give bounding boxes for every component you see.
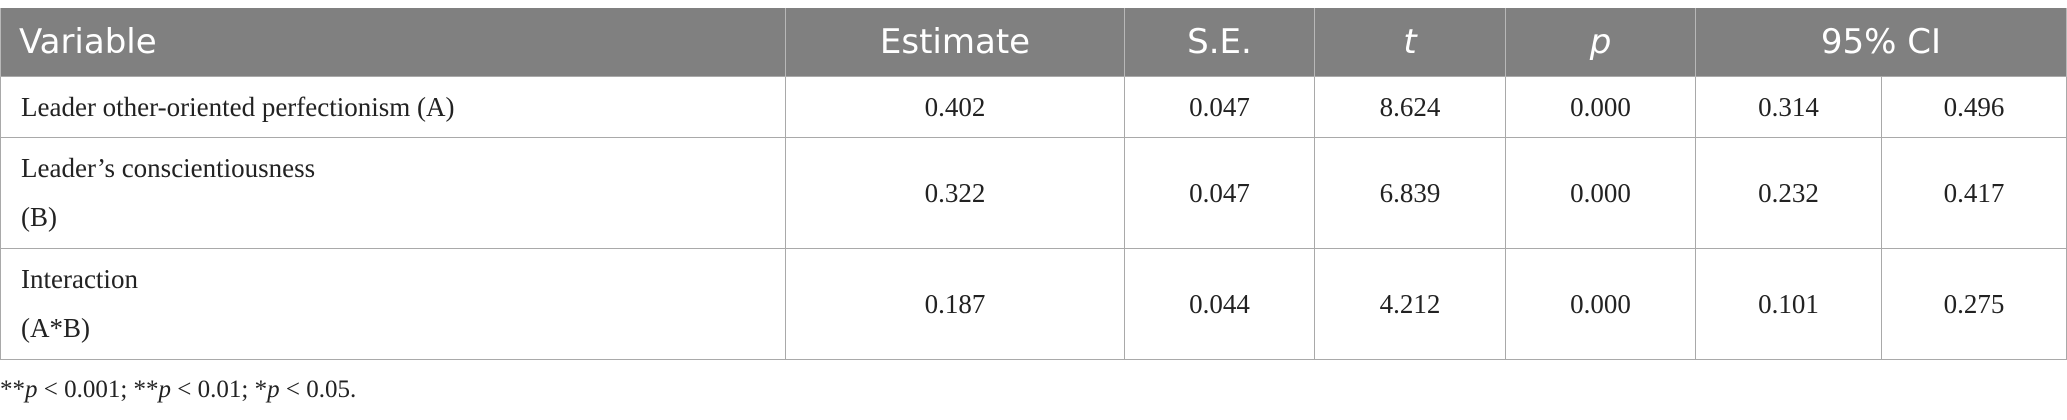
ci-low-cell: 0.232 — [1695, 137, 1882, 249]
p-cell: 0.000 — [1505, 137, 1696, 249]
se-cell: 0.047 — [1124, 137, 1315, 249]
table-header-row: Variable Estimate S.E. t p 95% CI — [0, 8, 2067, 77]
significance-footnote: **p < 0.001; **p < 0.01; *p < 0.05. — [0, 376, 356, 404]
estimate-cell: 0.322 — [785, 137, 1125, 249]
row-variable-cell: Leader’s conscientiousness (B) — [0, 137, 786, 249]
footnote-part: p — [25, 376, 38, 403]
p-cell: 0.000 — [1505, 76, 1696, 138]
variable-label-line: Leader’s conscientiousness — [21, 153, 316, 183]
ci-low-cell: 0.101 — [1695, 248, 1882, 360]
table-row: Interaction (A*B) 0.187 0.044 4.212 0.00… — [0, 248, 2067, 360]
header-estimate: Estimate — [785, 8, 1125, 77]
footnote-part: < 0.05. — [279, 376, 357, 403]
row-variable-cell: Leader other-oriented perfectionism (A) — [0, 76, 786, 138]
variable-label-line: Leader other-oriented perfectionism (A) — [21, 91, 455, 122]
footnote-part: p — [267, 376, 280, 403]
table-row: Leader’s conscientiousness (B) 0.322 0.0… — [0, 137, 2067, 249]
header-t: t — [1314, 8, 1506, 77]
variable-label-line: (B) — [21, 202, 57, 232]
se-cell: 0.047 — [1124, 76, 1315, 138]
variable-label-line: Interaction — [21, 264, 138, 294]
header-p: p — [1505, 8, 1696, 77]
t-cell: 6.839 — [1314, 137, 1506, 249]
header-ci: 95% CI — [1695, 8, 2067, 77]
footnote-part: < 0.01; * — [171, 376, 268, 403]
p-cell: 0.000 — [1505, 248, 1696, 360]
results-table-container: Variable Estimate S.E. t p 95% CI Leader… — [0, 8, 2067, 360]
regression-results-table: Variable Estimate S.E. t p 95% CI Leader… — [0, 8, 2067, 360]
footnote-part: p — [158, 376, 172, 403]
footnote-part: < 0.001; ** — [37, 376, 159, 403]
ci-high-cell: 0.496 — [1881, 76, 2067, 138]
header-se: S.E. — [1124, 8, 1315, 77]
ci-high-cell: 0.417 — [1881, 137, 2067, 249]
t-cell: 4.212 — [1314, 248, 1506, 360]
t-cell: 8.624 — [1314, 76, 1506, 138]
ci-high-cell: 0.275 — [1881, 248, 2067, 360]
row-variable-cell: Interaction (A*B) — [0, 248, 786, 360]
header-variable: Variable — [0, 8, 786, 77]
estimate-cell: 0.187 — [785, 248, 1125, 360]
se-cell: 0.044 — [1124, 248, 1315, 360]
estimate-cell: 0.402 — [785, 76, 1125, 138]
footnote-part: ** — [0, 376, 25, 403]
ci-low-cell: 0.314 — [1695, 76, 1882, 138]
table-row: Leader other-oriented perfectionism (A) … — [0, 76, 2067, 138]
variable-label-line: (A*B) — [21, 313, 90, 343]
